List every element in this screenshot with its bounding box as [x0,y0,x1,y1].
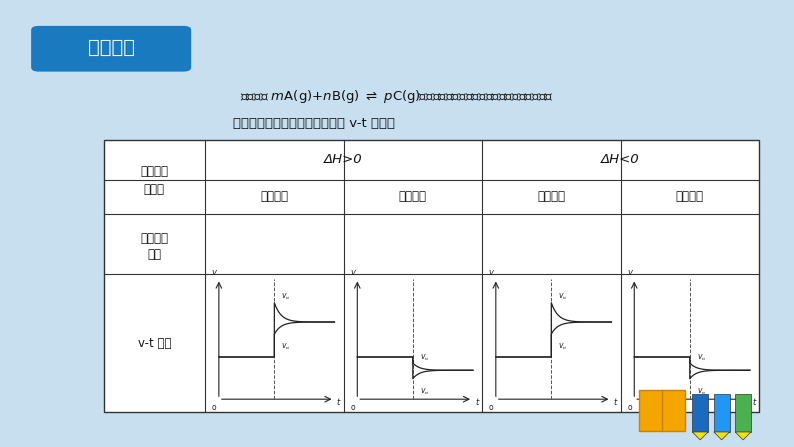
Text: v: v [212,268,217,277]
Text: v-t 图像: v-t 图像 [137,337,171,350]
FancyBboxPatch shape [31,26,191,72]
Bar [639,390,685,431]
Text: $v_{逆}$: $v_{逆}$ [558,292,568,301]
Text: t: t [614,397,617,407]
Text: t: t [752,397,755,407]
Bar [714,394,730,432]
Text: v: v [489,268,494,277]
Bar [692,394,708,432]
Text: 已知反应 $m$A(g)+$n$B(g) $\rightleftharpoons$ $p$C(g)，当反应达到平衡后，改变条件，判断平衡移: 已知反应 $m$A(g)+$n$B(g) $\rightleftharpoons… [241,88,553,105]
Text: t: t [476,397,479,407]
Text: 升高温度: 升高温度 [538,190,565,203]
Text: v: v [627,268,632,277]
Polygon shape [714,432,730,440]
Text: $v_{正}$: $v_{正}$ [558,342,568,351]
Text: ΔH>0: ΔH>0 [324,153,363,166]
Text: $v_{正}$: $v_{正}$ [696,352,706,362]
Text: $v_{逆}$: $v_{逆}$ [420,352,429,362]
Text: 动的方向，并画出条件改变后的 v-t 图像：: 动的方向，并画出条件改变后的 v-t 图像： [233,117,395,130]
Text: 的条件: 的条件 [144,183,165,196]
Text: v: v [350,268,355,277]
Text: 方向: 方向 [148,248,161,261]
Text: 降低温度: 降低温度 [399,190,427,203]
Text: $v_{正}$: $v_{正}$ [420,386,429,396]
Text: 降低温度: 降低温度 [676,190,703,203]
Text: o: o [212,403,217,412]
Bar [735,394,751,432]
Text: $v_{逆}$: $v_{逆}$ [281,342,291,351]
Polygon shape [735,432,751,440]
Text: $v_{逆}$: $v_{逆}$ [696,386,706,396]
Text: o: o [489,403,494,412]
Text: $v_{正}$: $v_{正}$ [281,292,291,301]
Text: 发生变化: 发生变化 [141,165,168,178]
Text: ΔH<0: ΔH<0 [601,153,640,166]
Text: 升高温度: 升高温度 [260,190,288,203]
Text: o: o [350,403,355,412]
Text: o: o [627,403,632,412]
Bar [103,140,759,413]
Text: 平衡移动: 平衡移动 [141,232,168,245]
Text: 交流讨论: 交流讨论 [87,38,135,57]
Polygon shape [692,432,708,440]
Text: t: t [337,397,340,407]
